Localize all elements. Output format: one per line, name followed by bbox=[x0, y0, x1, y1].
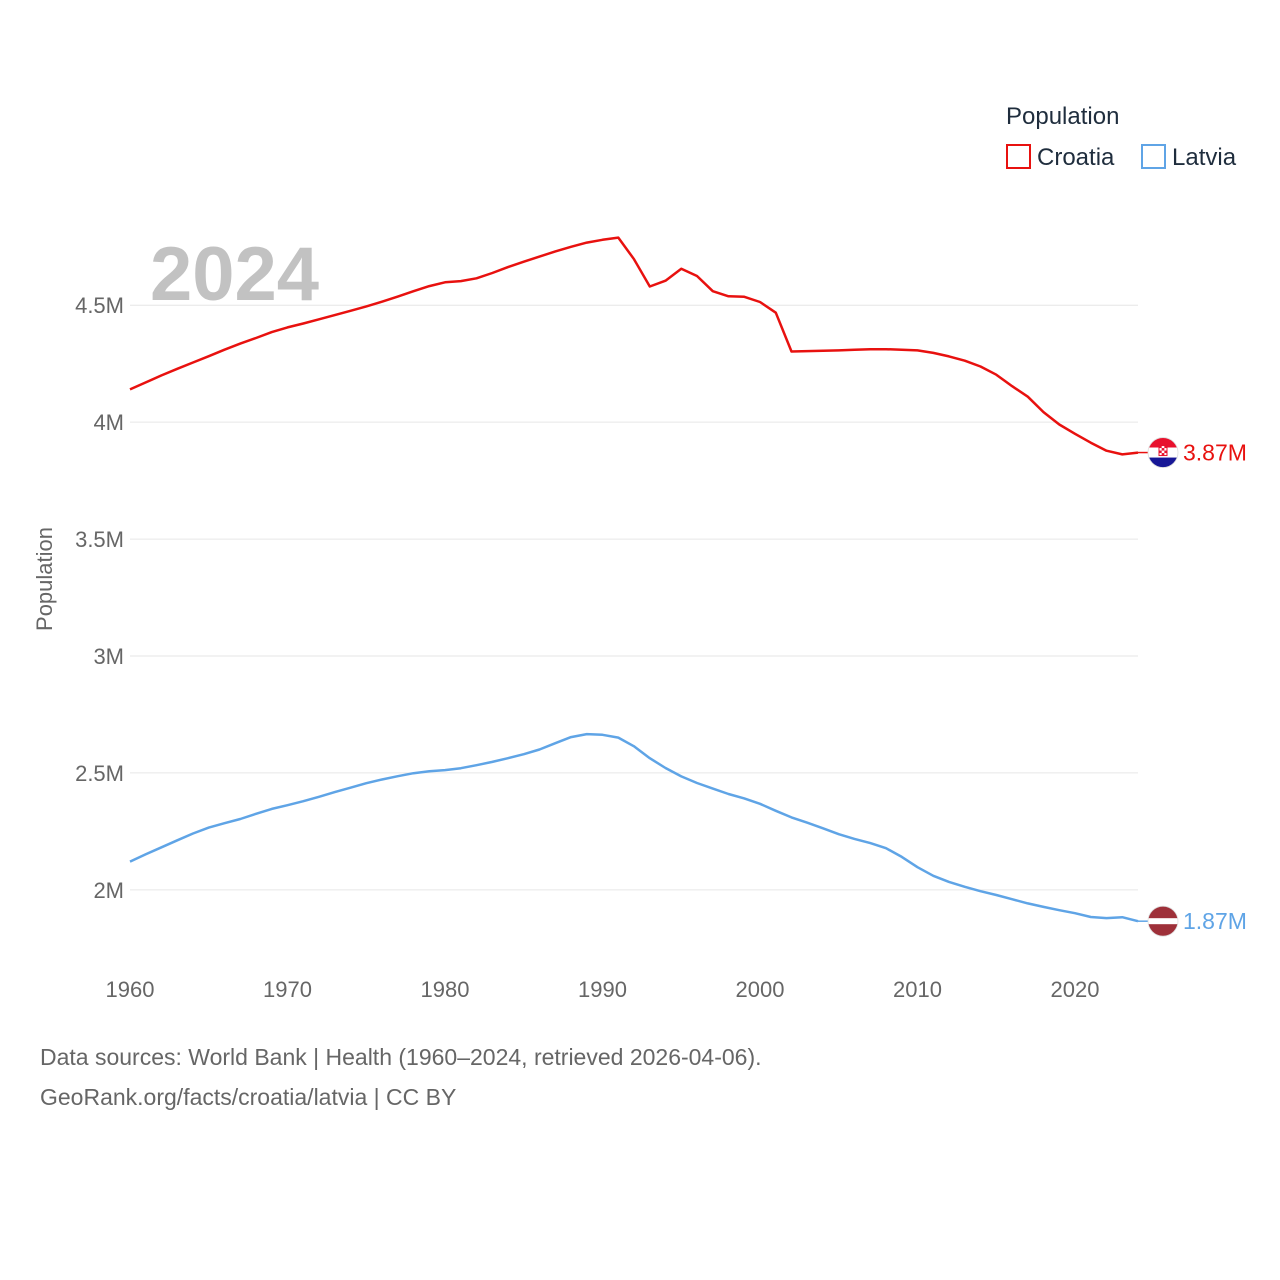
gridlines bbox=[130, 304, 1138, 891]
series-line-latvia[interactable] bbox=[129, 732, 1139, 923]
legend-label-latvia: Latvia bbox=[1172, 144, 1237, 171]
latvia-flag-icon bbox=[1147, 905, 1179, 937]
legend-item-latvia[interactable]: Latvia bbox=[1141, 144, 1237, 171]
legend-swatch-croatia bbox=[1006, 144, 1031, 169]
legend-title: Population bbox=[1006, 103, 1119, 130]
footer-sources: Data sources: World Bank | Health (1960–… bbox=[40, 1044, 762, 1070]
y-tick-label: 2.5M bbox=[75, 761, 124, 786]
x-tick-label: 1970 bbox=[263, 977, 312, 1002]
y-tick-label: 2M bbox=[93, 878, 124, 903]
legend-item-croatia[interactable]: Croatia bbox=[1006, 144, 1115, 171]
x-tick-label: 2010 bbox=[893, 977, 942, 1002]
x-tick-label: 2020 bbox=[1051, 977, 1100, 1002]
legend-swatch-latvia bbox=[1141, 144, 1166, 169]
footer-attribution[interactable]: GeoRank.org/facts/croatia/latvia | CC BY bbox=[40, 1084, 457, 1110]
end-value-label-latvia: 1.87M bbox=[1183, 908, 1247, 934]
y-tick-label: 4.5M bbox=[75, 293, 124, 318]
y-axis: 2M 2.5M 3M 3.5M 4M 4.5M bbox=[75, 293, 124, 903]
y-tick-label: 3M bbox=[93, 644, 124, 669]
x-tick-label: 1960 bbox=[106, 977, 155, 1002]
x-axis: 1960 1970 1980 1990 2000 2010 2020 bbox=[106, 977, 1100, 1002]
series-line-croatia[interactable] bbox=[129, 236, 1139, 456]
y-tick-label: 3.5M bbox=[75, 527, 124, 552]
series-lines bbox=[129, 236, 1139, 923]
legend: Population Croatia Latvia bbox=[1006, 103, 1237, 171]
legend-label-croatia: Croatia bbox=[1037, 144, 1115, 171]
series-end-markers: 3.87M 1.87M bbox=[1138, 437, 1247, 937]
croatia-flag-icon bbox=[1147, 437, 1179, 468]
end-value-label-croatia: 3.87M bbox=[1183, 440, 1247, 466]
y-axis-label: Population bbox=[32, 527, 57, 631]
x-tick-label: 2000 bbox=[736, 977, 785, 1002]
y-tick-label: 4M bbox=[93, 410, 124, 435]
x-tick-label: 1980 bbox=[421, 977, 470, 1002]
x-tick-label: 1990 bbox=[578, 977, 627, 1002]
year-label: 2024 bbox=[150, 232, 319, 317]
